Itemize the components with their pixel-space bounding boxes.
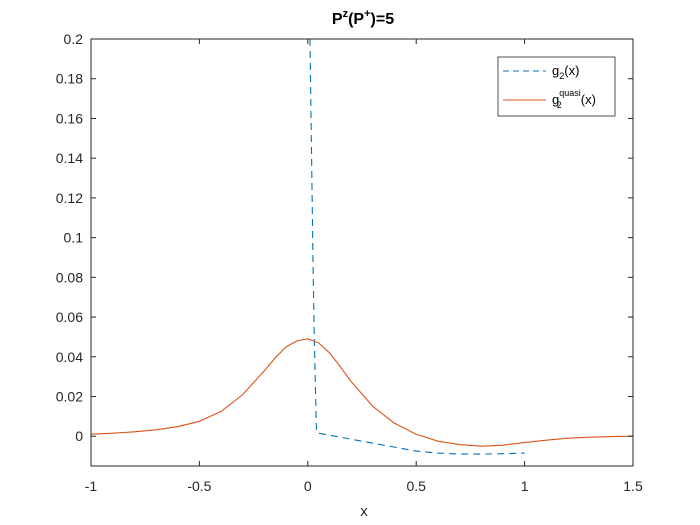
- y-tick-label: 0.06: [56, 309, 83, 325]
- axes-frame: [90, 38, 634, 467]
- x-axis-label: x: [360, 503, 368, 520]
- legend: g2(x) gquasi 2 (x): [497, 56, 616, 117]
- y-tick-label: 0.08: [56, 269, 83, 285]
- x-tick-label: -1: [85, 478, 98, 494]
- x-tick-label: 0: [304, 478, 312, 494]
- legend-label-g2quasi: gquasi 2 (x): [552, 88, 596, 110]
- y-tick-label: 0.14: [56, 150, 83, 166]
- ticks-layer: -1 -0.5 0 0.5 1 1.5 0 0.02 0.04 0.06 0.08 0.1 0.12 0.…: [56, 31, 643, 494]
- chart-title: Pz(P+)=5: [332, 8, 394, 28]
- x-tick-label: 1: [521, 478, 529, 494]
- y-tick-label: 0.18: [56, 71, 83, 87]
- y-tick-label: 0.2: [64, 31, 84, 47]
- legend-label-g2: g2(x): [552, 63, 579, 81]
- x-tick-label: 0.5: [406, 478, 426, 494]
- series-layer: [90, 38, 634, 455]
- y-tick-label: 0.16: [56, 110, 83, 126]
- y-tick-label: 0.04: [56, 349, 83, 365]
- series-line-g2quasi: [90, 338, 634, 447]
- y-tick-label: 0.02: [56, 388, 83, 404]
- y-tick-label: 0.1: [64, 230, 84, 246]
- x-tick-label: -0.5: [187, 478, 211, 494]
- y-tick-label: 0: [75, 428, 83, 444]
- y-tick-label: 0.12: [56, 190, 83, 206]
- series-line-g2: [309, 38, 525, 455]
- x-tick-label: 1.5: [623, 478, 643, 494]
- legend-box: [497, 56, 616, 117]
